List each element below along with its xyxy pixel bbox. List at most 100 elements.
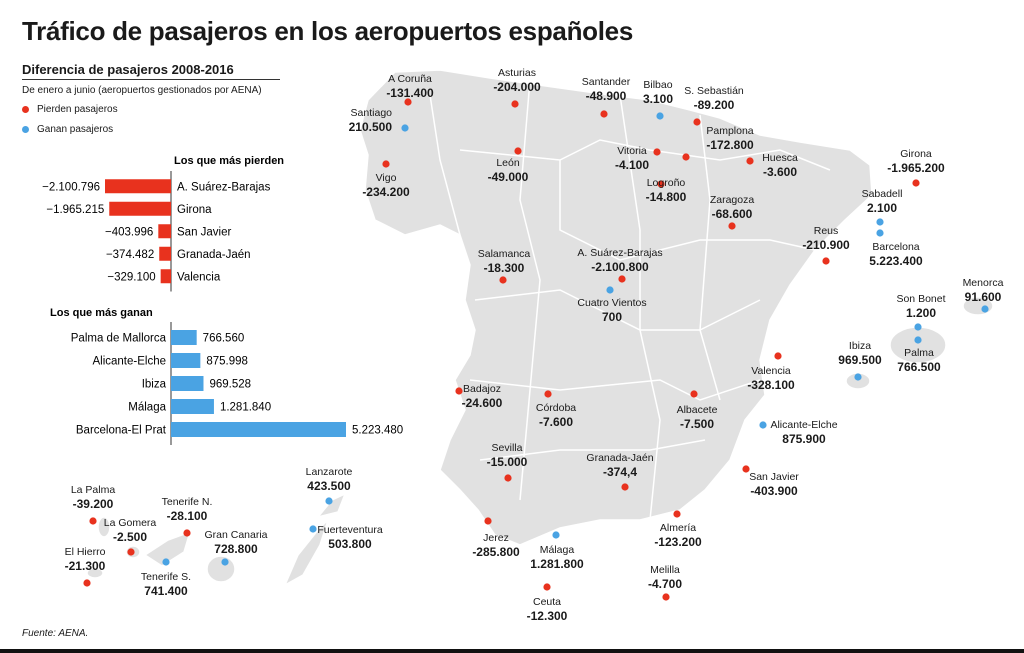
airport-value: -28.100 [167,509,208,523]
airport-marker: Asturias-204.000 [493,67,541,108]
airport-marker: S. Sebastián-89.200 [684,85,744,126]
airport-dot [746,157,754,165]
gain-category-label: Málaga [128,402,166,414]
gain-chart-title: Los que más ganan [50,307,153,319]
airport-name: Melilla [650,564,680,576]
airport-value: 1.281.800 [530,557,584,571]
airport-value: 3.100 [643,92,673,106]
gran-canaria-island [206,555,236,583]
airport-marker: San Javier-403.900 [742,465,799,498]
airport-value: -49.000 [488,170,529,184]
airport-dot [759,421,767,429]
gain-value-label: 766.560 [203,333,245,345]
airport-value: -2.100.800 [591,260,649,274]
gain-category-label: Barcelona-El Prat [76,425,167,437]
airport-dot [876,229,884,237]
airport-name: La Palma [71,484,116,496]
lose-value-label: −374.482 [106,249,154,261]
airport-dot [455,387,463,395]
airport-value: 1.200 [906,306,936,320]
airport-name: Asturias [498,67,536,79]
airport-marker: Valencia-328.100 [747,352,795,392]
lose-bar [159,246,171,261]
chart-subtitle: Diferencia de pasajeros 2008-2016 [22,62,234,77]
airport-name: Granada-Jaén [586,452,653,464]
airport-marker: Logroño-14.800 [646,177,687,204]
airport-dot [914,323,922,331]
airport-value: -285.800 [472,545,520,559]
airport-value: 210.500 [349,120,393,134]
airport-name: Ibiza [849,340,871,352]
airport-marker: Tenerife N.-28.100 [162,496,212,537]
airport-dot [854,373,862,381]
airport-marker: Zaragoza-68.600 [710,194,755,230]
airport-value: -328.100 [747,378,795,392]
airport-marker: Reus-210.900 [802,225,850,265]
airport-name: Vitoria [617,145,647,157]
airport-name: San Javier [749,471,799,483]
airport-dot [876,218,884,226]
airport-dot [662,593,670,601]
airport-dot [221,558,229,566]
blue-dot-icon [22,126,29,133]
airport-name: Alicante-Elche [770,419,837,431]
airport-dot [822,257,830,265]
airport-value: -123.200 [654,535,702,549]
airport-name: El Hierro [65,546,106,558]
airport-name: Almería [660,522,696,534]
airport-value: 728.800 [214,542,258,556]
airport-dot [401,124,409,132]
la-palma-island [97,516,111,538]
gain-category-label: Ibiza [142,379,167,391]
airport-dot [606,286,614,294]
airport-marker: Vigo-234.200 [362,160,410,199]
lose-category-label: San Javier [177,226,232,238]
airport-name: Bilbao [643,79,672,91]
airport-name: Zaragoza [710,194,755,206]
airport-marker: Pamplona-172.800 [682,125,754,161]
airport-value: -7.600 [539,415,573,429]
airport-value: -24.600 [462,396,503,410]
lose-bar [158,224,171,239]
lose-bar [160,269,171,284]
airport-value: 2.100 [867,201,897,215]
airport-points: A Coruña-131.400Santiago210.500Vigo-234.… [65,67,1004,623]
page-title: Tráfico de pasajeros en los aeropuertos … [22,16,633,46]
airport-value: 741.400 [144,584,188,598]
gain-category-label: Alicante-Elche [92,356,166,368]
airport-dot [309,525,317,533]
airport-name: Girona [900,148,932,160]
gain-value-label: 5.223.480 [352,425,403,437]
airport-name: Huesca [762,152,798,164]
airport-name: Jerez [483,532,509,544]
airport-marker: Tenerife S.741.400 [141,558,191,598]
airport-dot [981,305,989,313]
airport-value: -2.500 [113,530,147,544]
airport-name: Salamanca [478,248,531,260]
airport-name: Reus [814,225,839,237]
airport-name: A. Suárez-Barajas [577,247,662,259]
airport-value: 969.500 [838,353,882,367]
spain-map [86,69,994,587]
airport-value: 875.900 [782,432,826,446]
airport-value: -68.600 [712,207,753,221]
airport-dot [690,390,698,398]
lose-value-label: −1.965.215 [46,204,104,216]
gain-bar [171,353,201,368]
airport-marker: Santander-48.900 [582,76,631,118]
airport-name: Barcelona [872,241,919,253]
airport-value: -172.800 [706,138,754,152]
region-border-g [619,94,661,521]
airport-dot [511,100,519,108]
gain-value-label: 1.281.840 [220,402,271,414]
airport-marker: Badajoz-24.600 [455,383,503,410]
airport-name: Valencia [751,365,791,377]
airport-marker: Girona-1.965.200 [887,148,945,187]
